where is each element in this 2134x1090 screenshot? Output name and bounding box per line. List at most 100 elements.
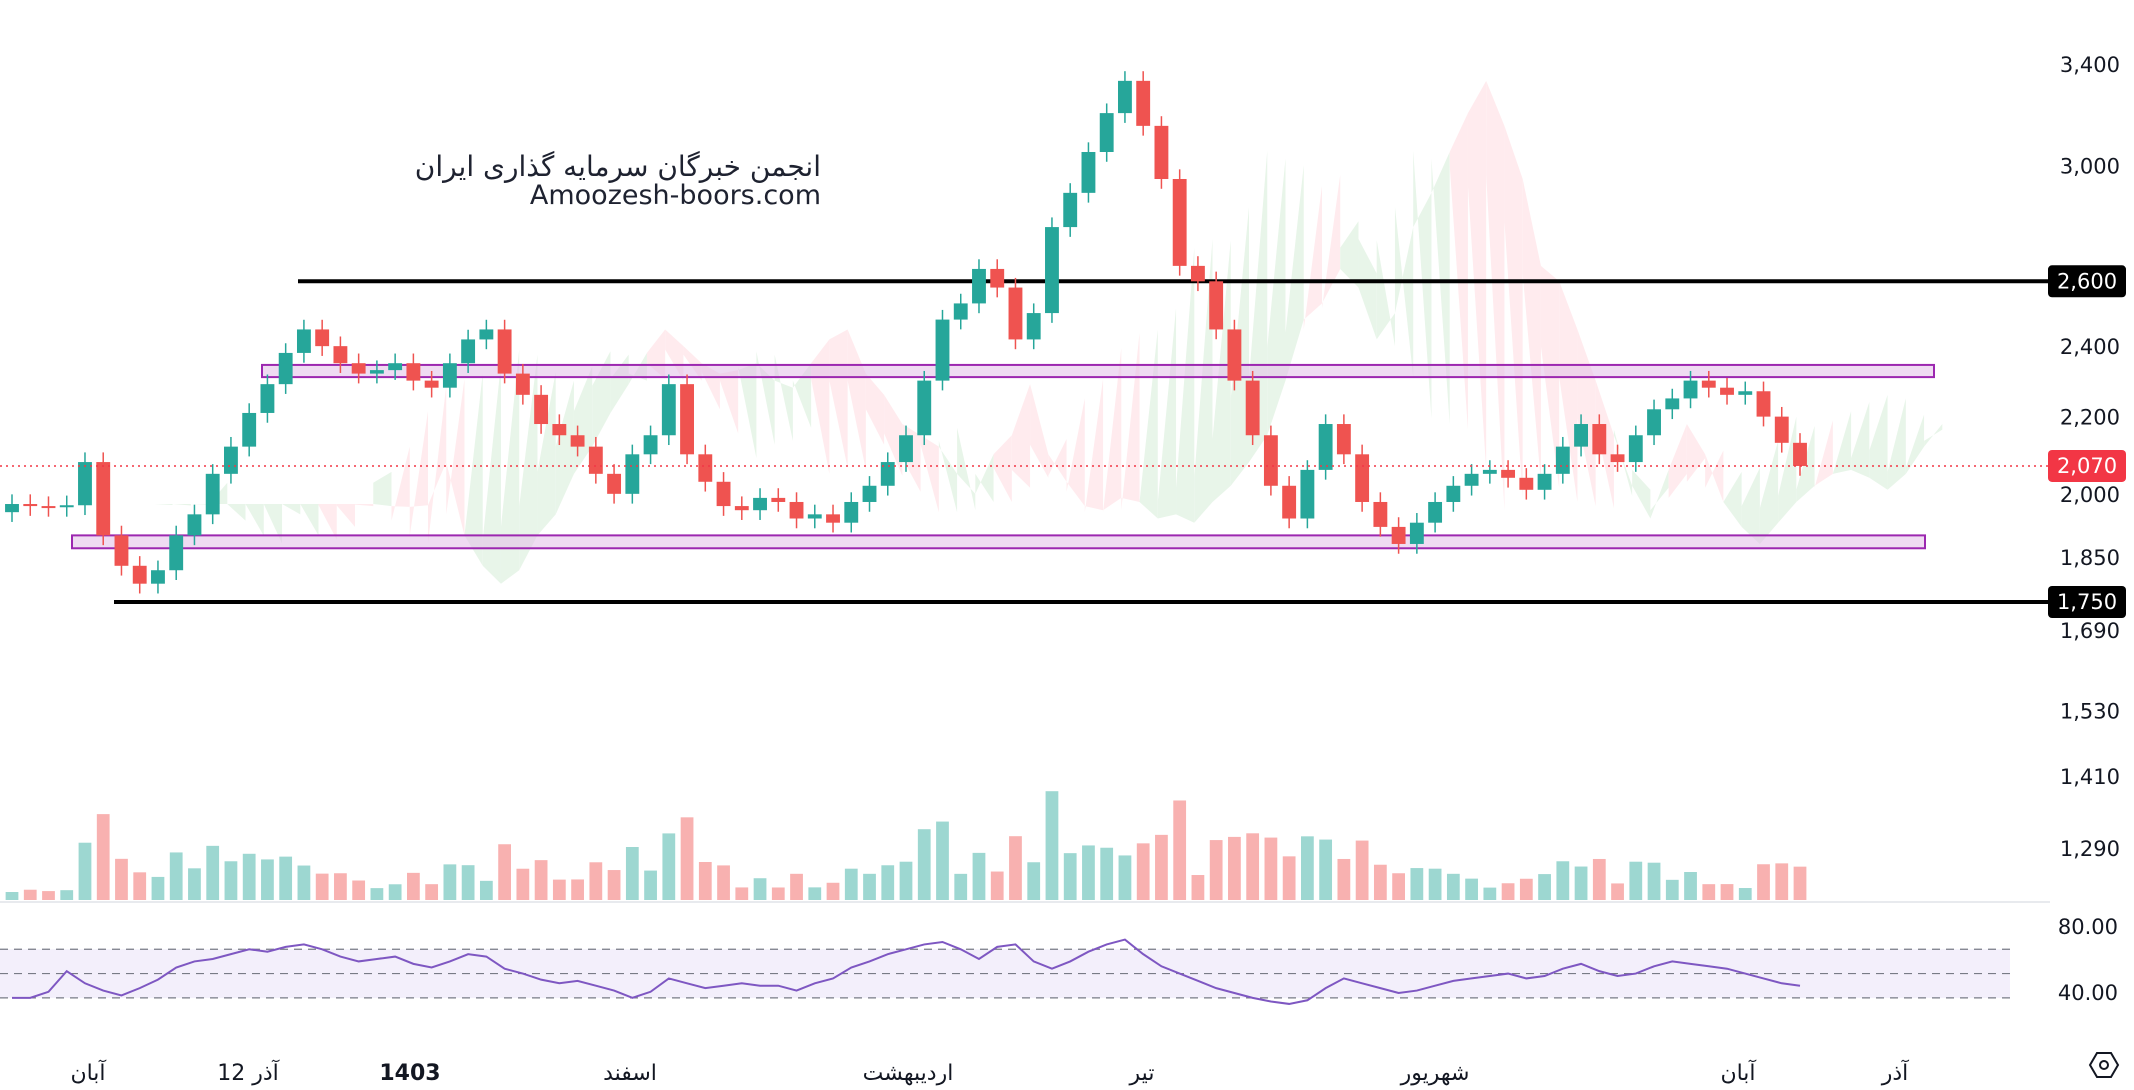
cloud-segment: [1577, 329, 1596, 507]
volume-bar: [169, 852, 183, 900]
cloud-segment: [555, 380, 574, 515]
volume-bar: [1574, 866, 1588, 900]
cloud-segment: [957, 427, 976, 511]
cloud-segment: [1887, 398, 1906, 490]
candle-body: [1373, 501, 1388, 527]
cloud-segment: [1103, 347, 1122, 513]
volume-bar: [881, 865, 895, 900]
cloud-segment: [1741, 467, 1760, 544]
volume-bar: [1392, 873, 1405, 900]
cloud-segment: [993, 435, 1012, 502]
candle-body: [953, 303, 968, 320]
volume-bar: [753, 878, 767, 900]
volume-bar: [425, 884, 439, 900]
price-tick-label: 2,000: [2060, 483, 2120, 507]
candle-body: [1282, 485, 1297, 519]
cloud-segment: [738, 363, 757, 459]
volume-bar: [1027, 862, 1041, 900]
candle-body: [1501, 469, 1516, 478]
cloud-segment: [1778, 416, 1797, 523]
candle-body: [625, 454, 640, 494]
volume-bar: [388, 884, 402, 900]
rsi-pane: 80.00 40.00: [0, 915, 2118, 1005]
candle-body: [1081, 151, 1096, 193]
volume-bar: [1063, 853, 1077, 900]
candle-body: [315, 329, 330, 347]
cloud-segment: [865, 373, 885, 445]
volume-bar: [1100, 847, 1114, 900]
level-tag-label: 2,600: [2057, 269, 2117, 293]
volume-bar: [334, 873, 347, 900]
volume-bar: [1538, 874, 1551, 900]
cloud-segment: [172, 504, 191, 506]
candle-body: [78, 462, 92, 506]
price-tick-label: 1,410: [2060, 765, 2120, 789]
volume-bar: [1483, 887, 1497, 900]
candle-body: [1154, 125, 1169, 180]
cloud-segment: [719, 370, 739, 434]
volume-bar: [1410, 868, 1424, 900]
cloud-segment: [792, 363, 812, 428]
cloud-segment: [1084, 378, 1104, 513]
cloud-segment: [318, 504, 337, 540]
current-price-line: 2,070: [0, 449, 2126, 482]
volume-bar: [1465, 878, 1478, 900]
volume-bar: [1319, 839, 1333, 900]
volume-bar: [5, 892, 19, 900]
candle-body: [1063, 192, 1078, 228]
volume-bar: [1209, 840, 1223, 900]
volume-bar: [206, 845, 220, 900]
price-tick-label: 2,200: [2060, 406, 2120, 430]
cloud-segment: [336, 504, 356, 527]
candle-body: [333, 346, 348, 364]
cloud-segment: [1632, 469, 1651, 519]
candle-body: [1628, 435, 1643, 463]
time-axis[interactable]: آبان 12 آذر 1403 اسفند اردیبهشت تیر شهریور آبان…: [70, 1059, 1909, 1086]
volume-bar: [1647, 862, 1661, 900]
candle-body: [1519, 477, 1534, 490]
cloud-segment: [1413, 150, 1432, 419]
volume-bar: [188, 868, 201, 900]
volume-bars: [5, 791, 1807, 900]
volume-bar: [790, 873, 803, 900]
volume-bar: [863, 873, 876, 900]
volume-bar: [1191, 875, 1205, 900]
candle-body: [1647, 409, 1661, 436]
candle-body: [1391, 526, 1406, 544]
candle-body: [1482, 469, 1497, 474]
volume-bar: [1282, 856, 1296, 900]
volume-bar: [1355, 840, 1369, 900]
volume-bar: [1228, 836, 1241, 900]
cloud-segment: [1650, 469, 1669, 519]
candle-body: [1428, 501, 1443, 523]
volume-bar: [844, 868, 858, 900]
candle-body: [534, 394, 549, 425]
candle-body: [187, 514, 202, 536]
cloud-segment: [300, 504, 319, 536]
candle-body: [1190, 265, 1205, 282]
candle-body: [351, 363, 366, 374]
volume-bar: [115, 858, 128, 900]
volume-bar: [42, 891, 55, 900]
cloud-segment: [1467, 80, 1487, 470]
time-axis-label: 1403: [379, 1061, 440, 1086]
volume-bar: [972, 852, 986, 900]
volume-bar: [607, 870, 621, 900]
settings-icon[interactable]: [2088, 1052, 2120, 1078]
cloud-segment: [464, 373, 483, 566]
cloud-segment: [1303, 185, 1322, 330]
candle-body: [990, 268, 1005, 288]
volume-bar: [1611, 883, 1624, 900]
cloud-segment: [1431, 151, 1450, 425]
volume-bar: [1629, 861, 1643, 900]
price-tick-label: 1,290: [2060, 837, 2120, 861]
volume-bar: [899, 861, 913, 900]
cloud-segment: [1814, 420, 1833, 488]
candle-body: [260, 384, 275, 413]
candle-body: [552, 424, 567, 436]
cloud-segment: [1157, 308, 1177, 519]
cloud-segment: [1449, 113, 1468, 430]
candle-body: [1537, 473, 1552, 490]
candle-body: [1008, 287, 1023, 340]
candle-body: [1409, 522, 1424, 544]
